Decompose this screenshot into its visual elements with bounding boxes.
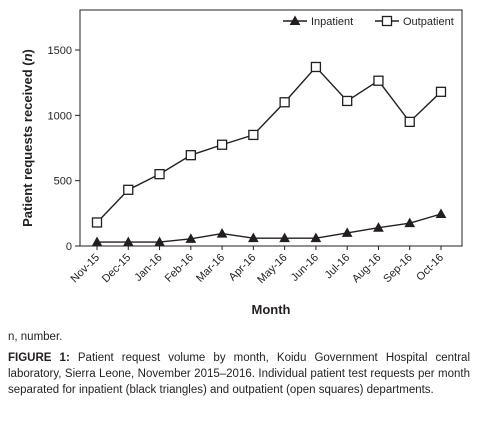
inpatient-point <box>216 228 228 238</box>
line-chart-svg: 0 500 1000 1500 Nov-15Dec-15Jan-16Feb-16Mar… <box>20 9 463 317</box>
inpatient-point <box>373 222 384 232</box>
chart: 0 500 1000 1500 Nov-15 Dec-15 Jan-16 Feb-16 Mar… <box>20 9 463 317</box>
outpatient-point <box>404 116 415 128</box>
y-axis-title-variable: n <box>20 53 35 61</box>
y-tick-label: 0 <box>66 241 72 253</box>
inpatient-point <box>310 232 322 243</box>
x-tick-label: May-16 <box>255 252 289 286</box>
x-tick-label: Jun-16 <box>289 252 321 284</box>
x-tick-label: Nov-15 <box>69 252 103 286</box>
y-tick-label: 500 <box>54 176 72 188</box>
inpatient-point <box>248 232 259 243</box>
figure-caption: FIGURE 1: Patient request volume by mont… <box>8 350 470 398</box>
x-tick-label: Sep-16 <box>381 252 415 286</box>
outpatient-point <box>435 86 447 97</box>
caption-label: FIGURE 1: <box>8 352 70 364</box>
y-tick-label: 1500 <box>48 45 72 57</box>
outpatient-point <box>185 150 196 161</box>
y-axis-title-close: ) <box>20 49 35 53</box>
outpatient-point <box>279 97 290 108</box>
inpatient-line <box>97 213 442 243</box>
inpatient-point <box>435 208 447 218</box>
legend-marker <box>289 15 301 25</box>
outpatient-point <box>123 184 134 195</box>
series-inpatient <box>91 208 447 247</box>
legend-item-inpatient: Inpatient <box>283 15 353 28</box>
x-axis-title: Month <box>252 302 291 317</box>
outpatient-point <box>373 75 384 86</box>
outpatient-point <box>216 139 228 150</box>
inpatient-point <box>185 233 197 243</box>
legend-label: Outpatient <box>403 16 454 28</box>
outpatient-point <box>91 217 103 228</box>
series-layer <box>91 61 447 247</box>
inpatient-point <box>154 236 165 247</box>
legend-label: Inpatient <box>311 16 353 28</box>
outpatient-point <box>342 95 353 107</box>
x-tick-label: Apr-16 <box>227 252 259 284</box>
axes <box>79 9 463 247</box>
x-tick-label: Mar-16 <box>194 252 227 285</box>
outpatient-point <box>248 129 259 141</box>
x-tick-label: Jan-16 <box>132 252 164 284</box>
y-axis-title-main: Patient requests received ( <box>20 61 35 227</box>
series-outpatient <box>91 61 447 228</box>
inpatient-point <box>341 227 353 237</box>
y-axis-ticks: 0 500 1000 1500 <box>48 45 80 253</box>
outpatient-line <box>96 65 442 223</box>
x-tick-label: Dec-15 <box>100 252 134 286</box>
x-tick-label: Feb-16 <box>163 252 196 285</box>
y-tick-label: 1000 <box>48 110 72 122</box>
y-axis-title: Patient requests received (n) <box>20 49 35 227</box>
legend-item-outpatient: Outpatient <box>375 15 454 28</box>
plot-frame <box>79 9 463 247</box>
x-tick-label: Oct-16 <box>414 252 446 284</box>
caption-text: Patient request volume by month, Koidu G… <box>8 352 470 396</box>
legend-marker <box>381 15 393 27</box>
x-tick-label: Aug-16 <box>350 252 384 286</box>
inpatient-point <box>404 217 416 228</box>
legend: Inpatient Outpatient <box>283 15 454 28</box>
outpatient-point <box>154 168 165 180</box>
x-tick-label: Jul-16 <box>323 252 353 282</box>
inpatient-point <box>122 236 134 247</box>
inpatient-point <box>279 232 290 243</box>
inpatient-point <box>91 236 103 247</box>
footnote: n, number. <box>8 331 63 343</box>
outpatient-point <box>310 61 322 73</box>
